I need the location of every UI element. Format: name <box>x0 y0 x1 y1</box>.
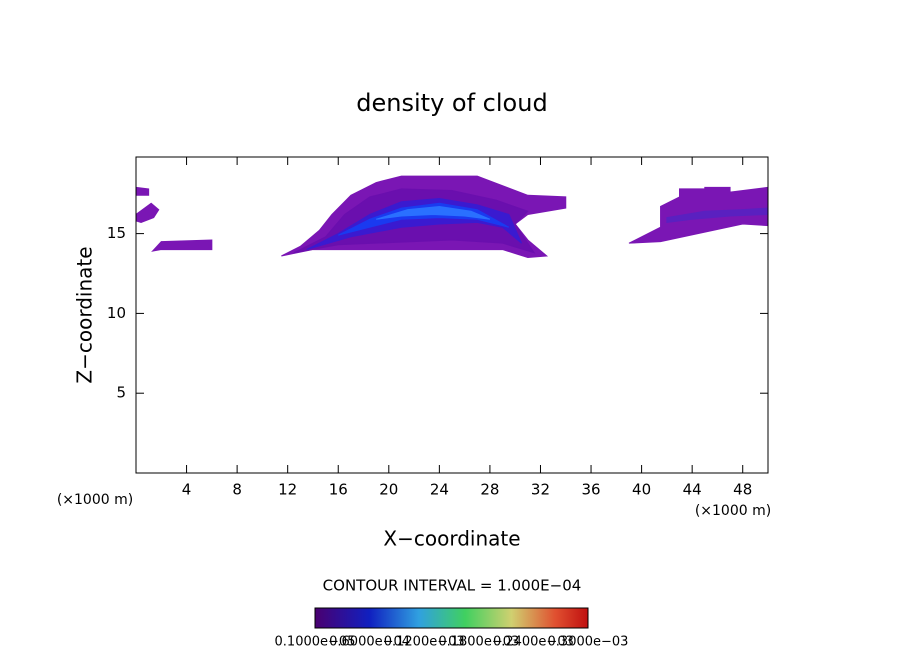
x-tick-label: 36 <box>581 481 600 499</box>
x-unit-label: (×1000 m) <box>57 492 133 508</box>
contour-region <box>151 239 213 252</box>
x-tick-label: 48 <box>733 481 752 499</box>
x-axis-label: X−coordinate <box>383 527 520 551</box>
y-tick-label: 5 <box>116 384 126 402</box>
x-tick-label: 40 <box>632 481 651 499</box>
y-tick-label: 10 <box>107 304 126 322</box>
colorbar-label: 0.1800e−03 <box>438 635 519 650</box>
x-tick-label: 20 <box>379 481 398 499</box>
y-tick-label: 15 <box>107 224 126 242</box>
x-tick-label: 44 <box>683 481 702 499</box>
contour-interval: CONTOUR INTERVAL = 1.000E−04 <box>323 577 582 595</box>
x-tick-label: 32 <box>531 481 550 499</box>
colorbar-label: 0.1000e−05 <box>275 635 356 650</box>
chart-title: density of cloud <box>356 89 547 117</box>
x-tick-label: 24 <box>430 481 449 499</box>
colorbar <box>314 607 589 629</box>
contour-region <box>376 205 491 220</box>
x-tick-label: 8 <box>232 481 242 499</box>
contour-region <box>135 186 150 196</box>
colorbar-label: 0.1200e−03 <box>384 635 465 650</box>
x-tick-label: 4 <box>182 481 192 499</box>
x-tick-label: 12 <box>278 481 297 499</box>
colorbar-label: 0.3000e−03 <box>548 635 629 650</box>
plot-area <box>135 175 769 259</box>
colorbar-label: 0.6000e−04 <box>329 635 410 650</box>
y-axis-label: Z−coordinate <box>73 246 97 383</box>
x-tick-label: 28 <box>480 481 499 499</box>
colorbar-label: 0.2400e−03 <box>493 635 574 650</box>
plot-frame <box>135 156 769 474</box>
x-tick-label: 16 <box>329 481 348 499</box>
x-unit-label: (×1000 m) <box>695 503 771 519</box>
contour-region <box>135 202 160 223</box>
